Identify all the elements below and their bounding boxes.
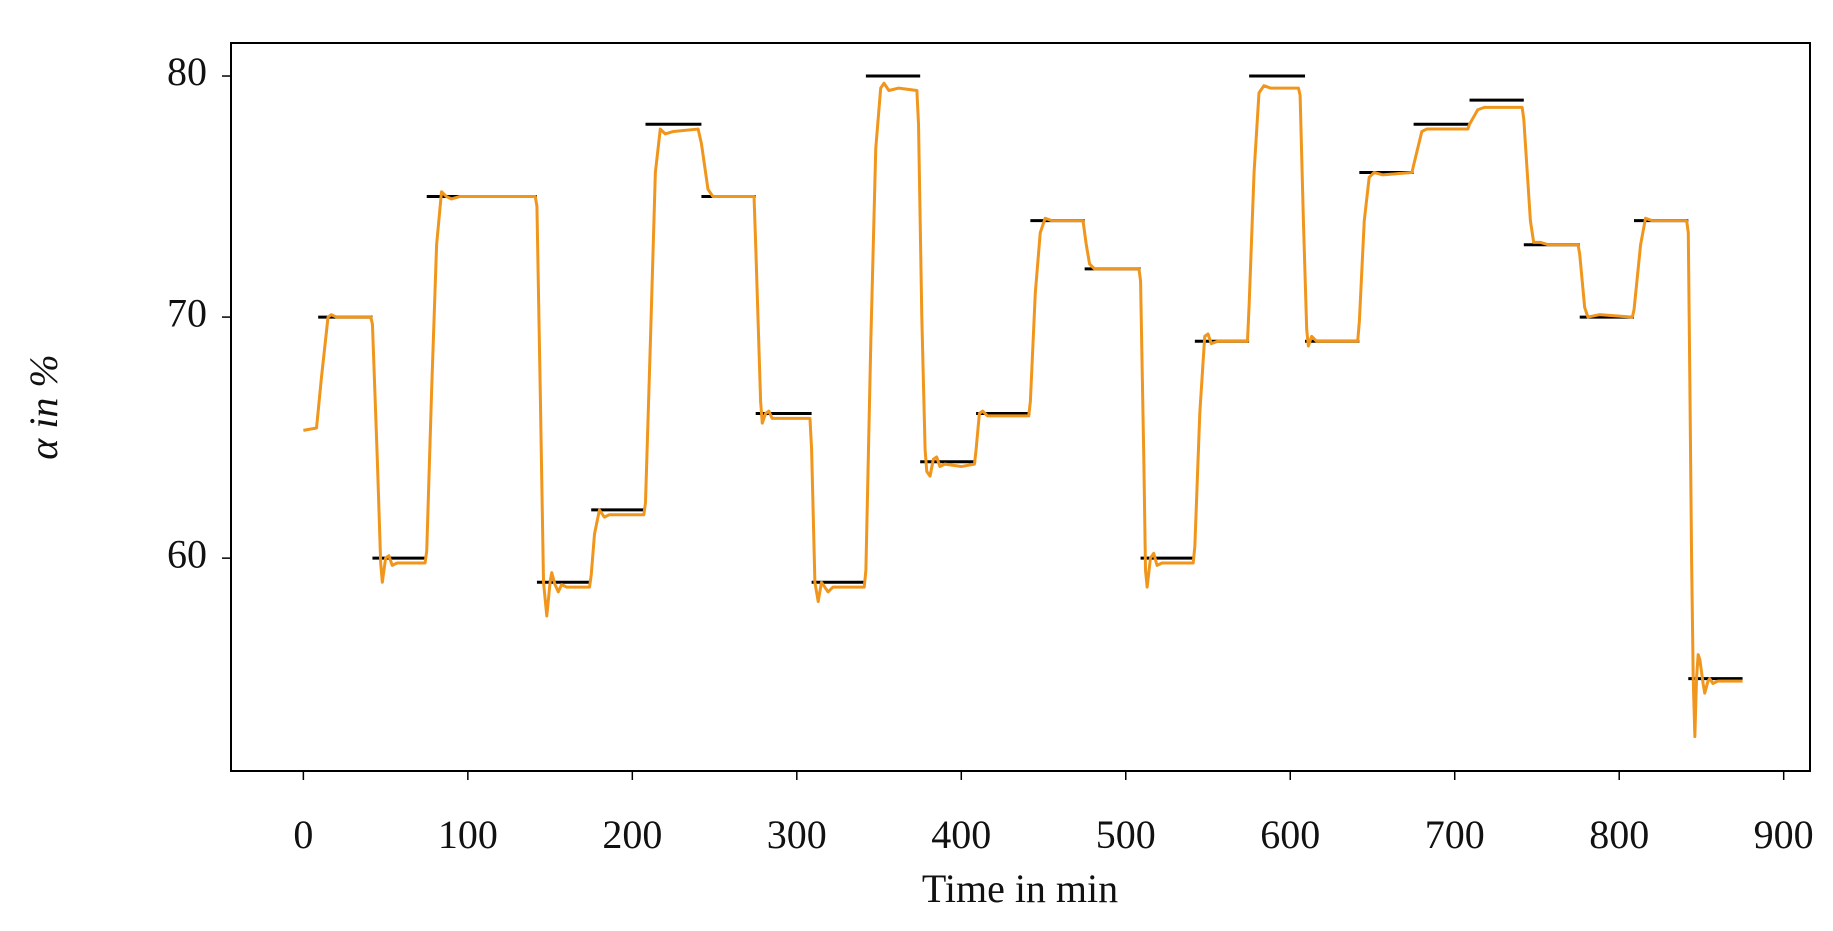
- x-axis-label: Time in min: [922, 866, 1118, 911]
- x-tick-label: 800: [1589, 812, 1649, 857]
- plot-frame: [230, 42, 1811, 772]
- x-tick-label: 600: [1260, 812, 1320, 857]
- x-tick-label: 400: [931, 812, 991, 857]
- x-tick-label: 500: [1096, 812, 1156, 857]
- x-tick-label: 0: [293, 812, 313, 857]
- x-tick-label: 200: [602, 812, 662, 857]
- x-tick-label: 300: [767, 812, 827, 857]
- x-tick-label: 100: [438, 812, 498, 857]
- y-tick-label: 80: [167, 49, 207, 94]
- y-axis-label: α in %: [21, 354, 66, 459]
- data-line: [303, 81, 1743, 739]
- x-tick-label: 700: [1425, 812, 1485, 857]
- y-tick-label: 60: [167, 531, 207, 576]
- y-tick-label: 70: [167, 290, 207, 335]
- x-tick-label: 900: [1754, 812, 1814, 857]
